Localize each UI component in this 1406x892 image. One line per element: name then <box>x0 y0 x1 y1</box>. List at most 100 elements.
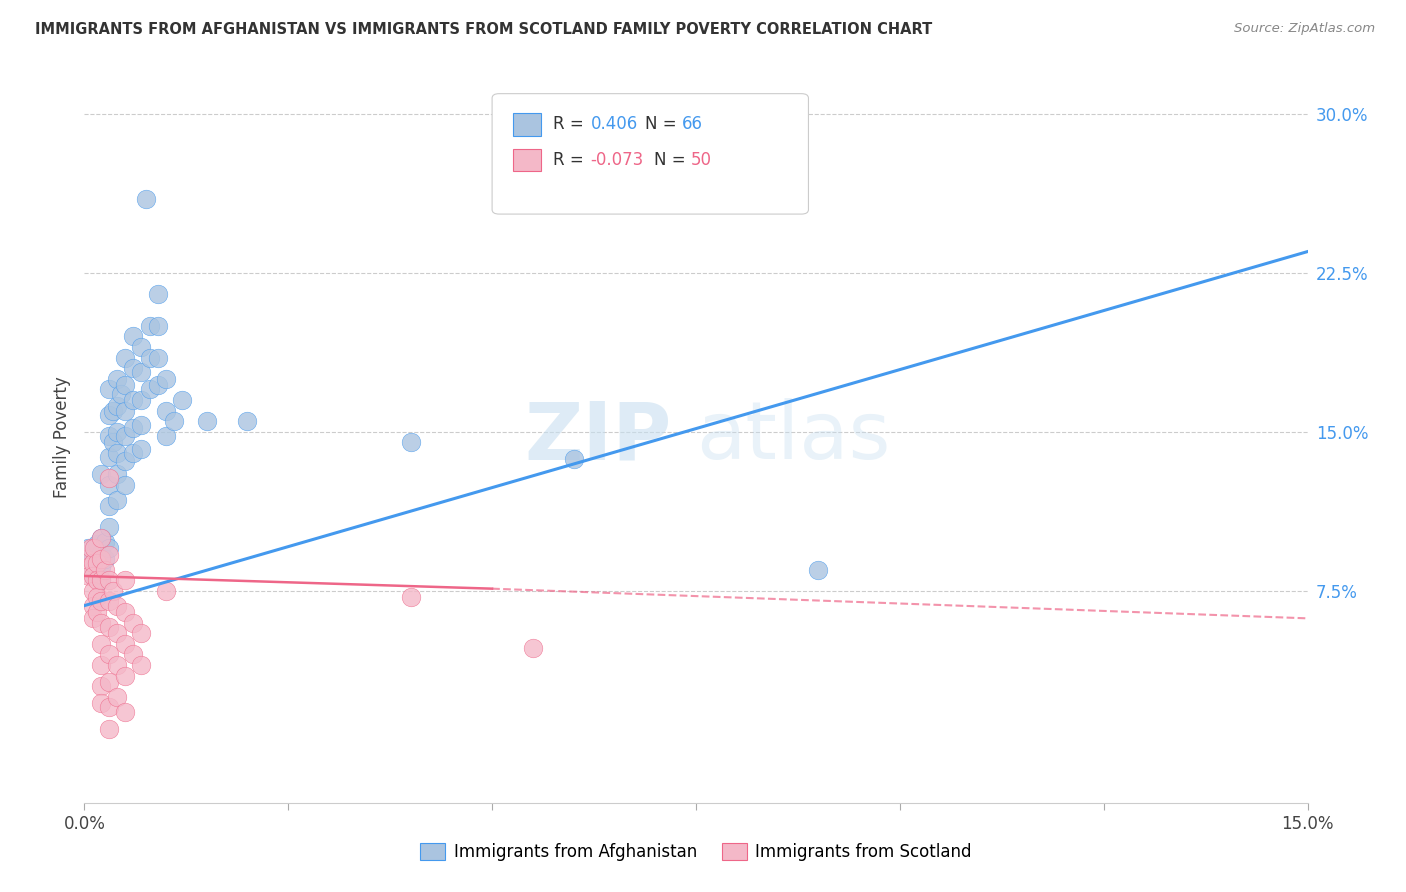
Point <box>86 537 108 551</box>
Point <box>114 477 136 491</box>
Point <box>114 454 136 468</box>
Point <box>122 648 145 662</box>
Point <box>97 383 120 397</box>
Point <box>97 620 120 634</box>
Point <box>131 418 153 433</box>
Text: 50: 50 <box>690 151 711 169</box>
Point <box>83 569 105 583</box>
Point <box>105 425 128 439</box>
Point <box>114 351 136 365</box>
Point <box>105 492 128 507</box>
Point <box>82 583 104 598</box>
Point <box>105 626 128 640</box>
Point <box>131 340 153 354</box>
Text: -0.073: -0.073 <box>591 151 644 169</box>
Point <box>90 560 112 574</box>
Point <box>86 590 108 604</box>
Point <box>114 705 136 719</box>
Point <box>97 499 120 513</box>
Point <box>135 192 157 206</box>
Text: N =: N = <box>645 115 682 134</box>
Point <box>562 452 585 467</box>
Point <box>90 552 112 566</box>
Point <box>97 450 120 465</box>
Point <box>105 658 128 673</box>
Point <box>131 366 153 380</box>
Point <box>75 552 97 566</box>
Point <box>131 442 153 456</box>
Legend: Immigrants from Afghanistan, Immigrants from Scotland: Immigrants from Afghanistan, Immigrants … <box>413 836 979 868</box>
Point <box>97 520 120 534</box>
Point <box>114 378 136 392</box>
Point <box>155 372 177 386</box>
Point <box>138 383 160 397</box>
Point <box>83 541 105 556</box>
Point <box>146 287 169 301</box>
Text: atlas: atlas <box>696 398 890 476</box>
Point <box>101 403 124 417</box>
Point <box>114 403 136 417</box>
Point <box>97 408 120 422</box>
Point <box>82 548 104 562</box>
Point <box>122 329 145 343</box>
Point <box>97 477 120 491</box>
Point <box>807 563 830 577</box>
Y-axis label: Family Poverty: Family Poverty <box>53 376 72 498</box>
Point <box>138 318 160 333</box>
Point <box>93 535 115 549</box>
Point <box>86 552 108 566</box>
Point <box>86 573 108 587</box>
Point <box>105 446 128 460</box>
Point <box>522 640 544 655</box>
Point <box>138 351 160 365</box>
Text: R =: R = <box>553 115 589 134</box>
Point <box>86 566 108 581</box>
Point <box>97 429 120 443</box>
Point <box>114 429 136 443</box>
Text: IMMIGRANTS FROM AFGHANISTAN VS IMMIGRANTS FROM SCOTLAND FAMILY POVERTY CORRELATI: IMMIGRANTS FROM AFGHANISTAN VS IMMIGRANT… <box>35 22 932 37</box>
Point <box>399 435 422 450</box>
Point <box>110 386 132 401</box>
Point <box>90 467 112 482</box>
Text: N =: N = <box>654 151 690 169</box>
Point <box>80 541 103 556</box>
Point <box>93 552 115 566</box>
Point <box>155 429 177 443</box>
Point <box>97 594 120 608</box>
Point <box>86 556 108 570</box>
Point <box>90 573 112 587</box>
Point <box>82 556 104 570</box>
Point <box>163 414 186 428</box>
Point <box>155 583 177 598</box>
Point <box>131 392 153 407</box>
Point <box>122 446 145 460</box>
Point <box>90 531 112 545</box>
Point <box>82 569 104 583</box>
Point <box>122 392 145 407</box>
Point <box>105 599 128 613</box>
Text: 0.406: 0.406 <box>591 115 638 134</box>
Point <box>82 599 104 613</box>
Point <box>101 583 124 598</box>
Point <box>146 318 169 333</box>
Point <box>172 392 194 407</box>
Point <box>90 531 112 545</box>
Text: ZIP: ZIP <box>524 398 672 476</box>
Point <box>97 541 120 556</box>
Point <box>105 690 128 704</box>
Point <box>90 573 112 587</box>
Point <box>236 414 259 428</box>
Point <box>82 611 104 625</box>
Point <box>97 471 120 485</box>
Point <box>105 372 128 386</box>
Point <box>90 658 112 673</box>
Point <box>90 615 112 630</box>
Point <box>105 467 128 482</box>
Point <box>90 637 112 651</box>
Point <box>114 573 136 587</box>
Point <box>122 420 145 434</box>
Point <box>90 594 112 608</box>
Point <box>90 696 112 710</box>
Point <box>93 563 115 577</box>
Point <box>399 590 422 604</box>
